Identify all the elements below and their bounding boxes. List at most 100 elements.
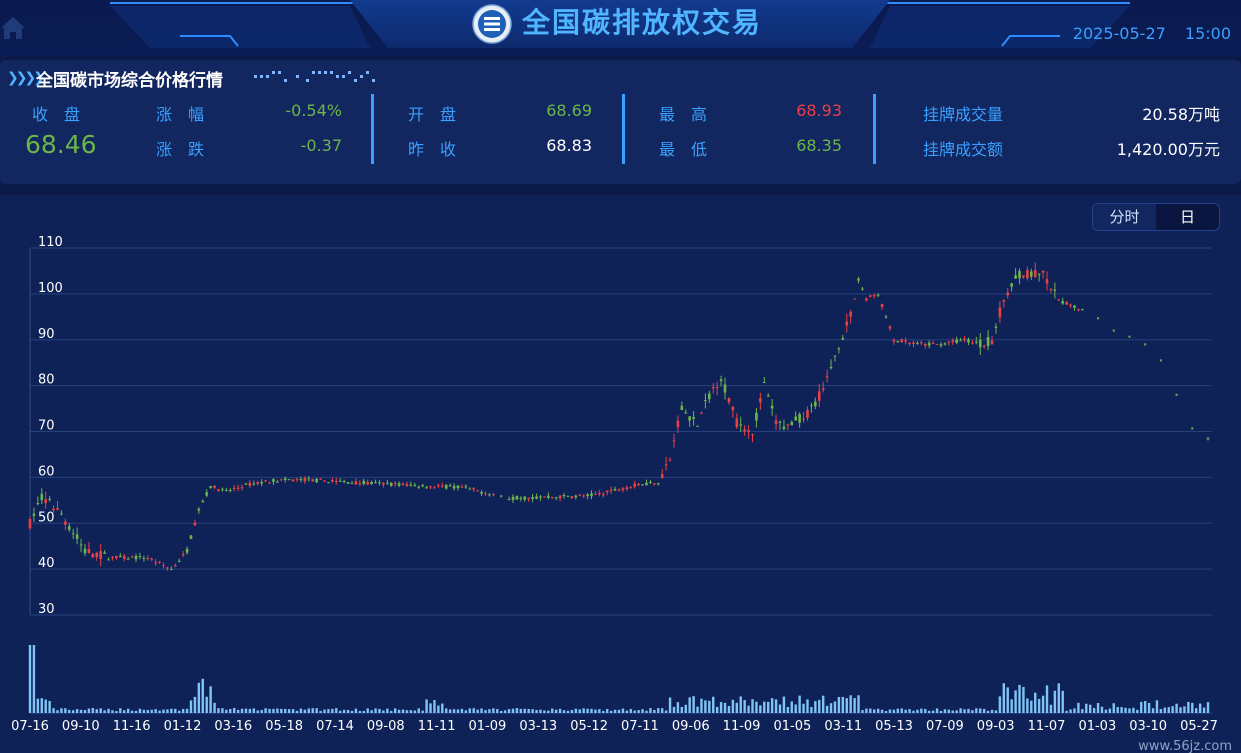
candle [158,561,161,563]
tab-intraday[interactable]: 分时 [1093,204,1156,230]
volume-bar [947,709,951,713]
volume-bar [1085,703,1088,713]
candle [723,384,727,393]
volume-bar [955,710,958,713]
volume-label: 挂牌成交量 [923,105,1004,124]
candle [920,342,923,344]
candle [821,388,825,390]
volume-bar [590,708,593,713]
x-tick-label: 03-16 [214,719,252,734]
x-tick-label: 11-16 [113,719,151,734]
amount-label: 挂牌成交额 [923,140,1004,159]
volume-bar [48,701,51,713]
volume-bar [1061,690,1064,713]
volume-bar [880,709,884,713]
volume-bar [111,710,114,713]
volume-bar [1128,708,1131,713]
candle [904,340,907,342]
candle [393,483,397,485]
y-tick-label: 90 [38,327,55,342]
volume-bar [1026,698,1029,713]
candle [672,440,676,442]
volume-bar [409,710,413,713]
candle [166,567,169,569]
volume-bar [653,710,656,713]
volume-bar [472,708,475,713]
candle [747,430,750,432]
volume-bar [668,697,672,713]
tab-daily[interactable]: 日 [1156,204,1219,230]
candle [727,397,731,403]
volume-bar [311,708,314,713]
volume-bar [676,702,680,713]
volume-bar [44,699,47,713]
candle [291,479,295,482]
candle [806,409,809,418]
volume-bar [507,709,511,713]
volume-bar [629,709,632,713]
candle [814,401,817,407]
volume-bar [331,708,334,713]
volume-bar [1096,702,1100,713]
volume-bar [68,709,71,713]
volume-bar [554,709,558,713]
volume-bar [558,708,562,713]
candle [295,478,299,480]
candle [444,484,448,489]
volume-bar [994,710,998,713]
volume-bar [649,708,652,713]
volume-bar [774,699,778,713]
candle [1061,301,1065,304]
candle [531,497,534,499]
volume-bar [657,708,660,713]
volume-bar [551,708,554,713]
y-tick-label: 40 [38,556,55,571]
volume-bar [547,710,550,713]
volume-bar [1124,707,1127,713]
volume-bar [437,705,440,713]
candle [680,405,684,410]
volume-bar [205,696,208,713]
volume-bar [174,708,177,713]
volume-bar [1006,687,1009,713]
volume-bar [1202,707,1206,713]
volume-bar [1143,701,1147,713]
volume-bar [696,706,699,713]
candle [366,482,369,485]
candle [1057,299,1061,301]
candle [629,486,633,488]
volume-bar [602,710,605,713]
candle [900,339,904,343]
home-icon[interactable] [0,14,26,40]
volume-bar [1163,707,1167,713]
volume-bar [185,708,189,713]
candle [126,558,130,560]
candle [751,434,754,436]
candle [519,497,523,499]
volume-bar [963,709,966,713]
volume-bar [229,709,232,713]
candle [692,416,695,419]
volume-bar [1049,704,1053,713]
volume-bar [126,708,130,713]
volume-bar [841,696,845,713]
volume-bar [138,708,142,713]
candle [460,486,464,488]
candle [598,492,601,495]
candle [122,555,126,559]
candle [562,495,566,497]
candle [515,495,519,500]
candle [452,485,456,489]
volume-bar [598,709,601,713]
quote-panel: ❯❯❯❯ 全国碳市场综合价格行情 [0,60,1241,184]
candle [342,481,346,483]
candle [711,387,715,389]
x-tick-label: 09-08 [367,719,405,734]
volume-bar [492,708,495,713]
candle [130,556,134,558]
candle [896,340,900,342]
candle [79,544,83,546]
volume-bar [645,710,648,713]
candle [998,307,1002,318]
candle [71,533,75,535]
